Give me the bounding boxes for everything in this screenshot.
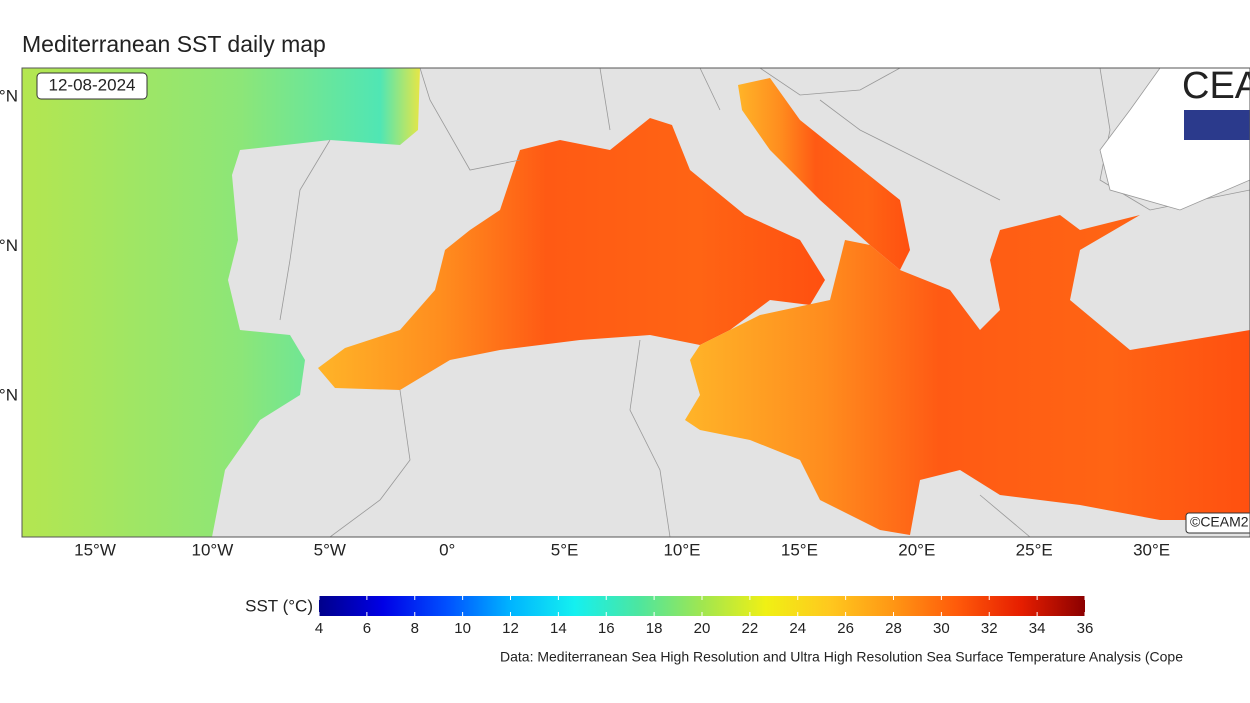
colorbar-tick-label: 32 xyxy=(981,620,998,637)
lat-label: 45°N xyxy=(0,86,18,105)
date-box xyxy=(36,72,148,100)
colorbar-tick-label: 10 xyxy=(454,620,471,637)
western-basin xyxy=(318,118,825,390)
colorbar-tick-label: 28 xyxy=(885,620,902,637)
colorbar-tick-label: 4 xyxy=(315,620,323,637)
colorbar-tick-label: 22 xyxy=(742,620,759,637)
adriatic xyxy=(738,78,910,270)
date: 12-08-2024 xyxy=(49,75,136,94)
lon-label: 10°E xyxy=(663,540,700,559)
lon-label: 20°E xyxy=(898,540,935,559)
colorbar-tick-label: 14 xyxy=(550,620,567,637)
lat-label: 35°N xyxy=(0,385,18,404)
lon-label: 15°W xyxy=(74,540,116,559)
map: CEA 12-08-2024 ©CEAM2 xyxy=(22,65,1250,537)
credit-box xyxy=(1185,512,1250,534)
lon-label: 5°W xyxy=(314,540,346,559)
colorbar-tick-label: 6 xyxy=(363,620,371,637)
source: Data: Mediterranean Sea High Resolution … xyxy=(500,649,1183,665)
colorbar-tick-label: 34 xyxy=(1029,620,1046,637)
lat-label: 40°N xyxy=(0,236,18,255)
borders xyxy=(279,68,1250,537)
logo-mark xyxy=(1184,110,1250,140)
black-sea xyxy=(1099,68,1250,211)
colorbar-label: SST (°C) xyxy=(245,596,313,615)
central-east-basin xyxy=(685,215,1250,535)
lon-label: 5°E xyxy=(551,540,579,559)
lon-label: 25°E xyxy=(1016,540,1053,559)
colorbar xyxy=(319,596,1085,616)
lon-label: 30°E xyxy=(1133,540,1170,559)
colorbar-tick-label: 8 xyxy=(411,620,419,637)
colorbar-tick-label: 12 xyxy=(502,620,519,637)
logo: CEA xyxy=(1182,65,1250,107)
colorbar-tick-label: 26 xyxy=(837,620,854,637)
lon-label: 0° xyxy=(439,540,455,559)
colorbar-tick-label: 36 xyxy=(1077,620,1094,637)
colorbar-tick-label: 20 xyxy=(694,620,711,637)
lon-label: 15°E xyxy=(781,540,818,559)
title: Mediterranean SST daily map xyxy=(22,31,326,57)
colorbar-tick-label: 18 xyxy=(646,620,663,637)
atlantic xyxy=(22,68,420,537)
map-frame xyxy=(21,67,1250,538)
colorbar-tick-label: 30 xyxy=(933,620,950,637)
colorbar-tick-label: 24 xyxy=(789,620,806,637)
credit: ©CEAM2 xyxy=(1190,514,1249,530)
colorbar-tick-label: 16 xyxy=(598,620,615,637)
lon-label: 10°W xyxy=(192,540,234,559)
